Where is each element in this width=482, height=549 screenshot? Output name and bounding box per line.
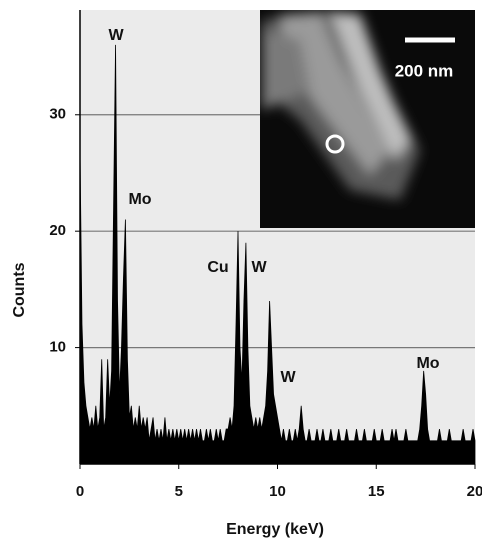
inset-label: 200 nm bbox=[395, 61, 454, 80]
y-axis-label: Counts bbox=[11, 262, 28, 317]
x-axis-label: Energy (keV) bbox=[226, 521, 324, 538]
peak-label: W bbox=[251, 259, 267, 276]
x-tick-label: 5 bbox=[175, 483, 183, 500]
spectrum bbox=[79, 44, 476, 465]
x-tick-label: 10 bbox=[269, 483, 286, 500]
y-tick-label: 10 bbox=[49, 339, 66, 356]
peak-label: W bbox=[280, 369, 296, 386]
x-tick-label: 0 bbox=[76, 483, 84, 500]
peak-label: Mo bbox=[416, 355, 439, 372]
peak-label: W bbox=[108, 27, 124, 44]
x-tick-label: 15 bbox=[368, 483, 385, 500]
peak-label: Mo bbox=[128, 191, 151, 208]
y-tick-label: 20 bbox=[49, 222, 66, 239]
y-tick-label: 30 bbox=[49, 106, 66, 123]
peak-label: Cu bbox=[207, 259, 228, 276]
x-tick-label: 20 bbox=[467, 483, 482, 500]
inset-image bbox=[260, 10, 475, 228]
